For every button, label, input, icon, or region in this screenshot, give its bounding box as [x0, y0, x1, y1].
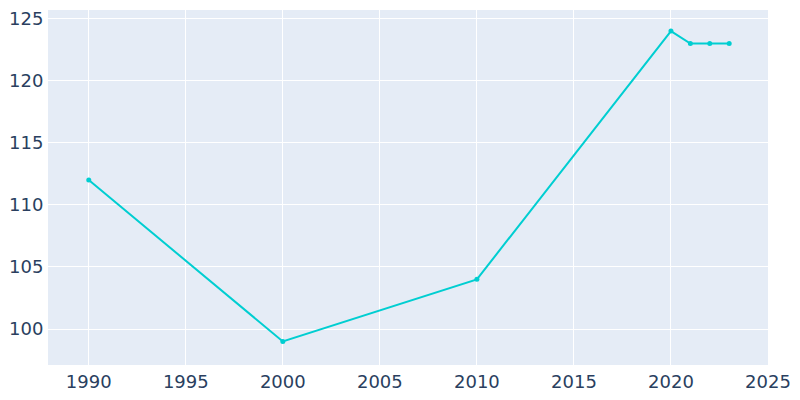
svg-text:2025: 2025: [745, 371, 791, 392]
svg-text:120: 120: [9, 70, 43, 91]
svg-text:1990: 1990: [66, 371, 112, 392]
svg-text:105: 105: [9, 256, 43, 277]
svg-text:1995: 1995: [163, 371, 209, 392]
svg-text:2020: 2020: [648, 371, 694, 392]
svg-text:2010: 2010: [454, 371, 500, 392]
svg-text:2000: 2000: [260, 371, 306, 392]
svg-text:2015: 2015: [551, 371, 597, 392]
svg-text:115: 115: [9, 132, 43, 153]
svg-text:125: 125: [9, 8, 43, 29]
svg-text:110: 110: [9, 194, 43, 215]
svg-text:100: 100: [9, 318, 43, 339]
svg-text:2005: 2005: [357, 371, 403, 392]
